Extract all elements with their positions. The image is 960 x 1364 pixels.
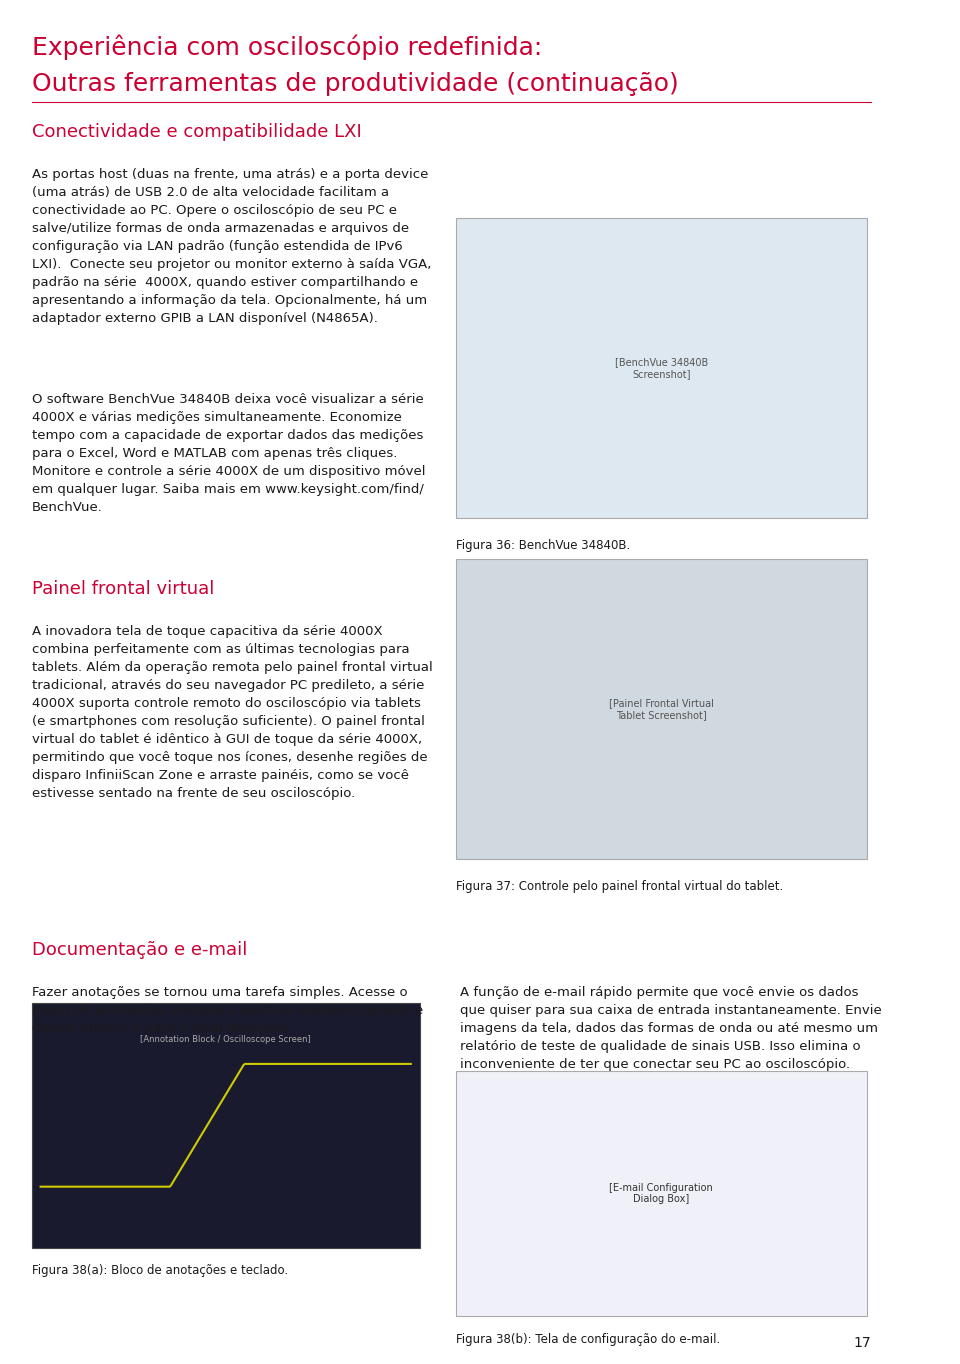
Text: Fazer anotações se tornou uma tarefa simples. Acesse o
menu de anotações, comece: Fazer anotações se tornou uma tarefa sim…	[32, 986, 422, 1035]
Bar	[456, 218, 867, 518]
Text: Figura 38(b): Tela de configuração do e-mail.: Figura 38(b): Tela de configuração do e-…	[456, 1333, 720, 1346]
Text: A função de e-mail rápido permite que você envie os dados
que quiser para sua ca: A função de e-mail rápido permite que vo…	[461, 986, 882, 1071]
Bar	[32, 1003, 420, 1248]
Text: A inovadora tela de toque capacitiva da série 4000X
combina perfeitamente com as: A inovadora tela de toque capacitiva da …	[32, 625, 432, 799]
Text: Outras ferramentas de produtividade (continuação): Outras ferramentas de produtividade (con…	[32, 72, 679, 97]
Text: [Painel Frontal Virtual
Tablet Screenshot]: [Painel Frontal Virtual Tablet Screensho…	[609, 698, 713, 720]
Text: Figura 38(a): Bloco de anotações e teclado.: Figura 38(a): Bloco de anotações e tecla…	[32, 1264, 288, 1278]
Text: Figura 36: BenchVue 34840B.: Figura 36: BenchVue 34840B.	[456, 539, 630, 552]
Text: Conectividade e compatibilidade LXI: Conectividade e compatibilidade LXI	[32, 123, 361, 140]
Text: Figura 37: Controle pelo painel frontal virtual do tablet.: Figura 37: Controle pelo painel frontal …	[456, 880, 783, 893]
Text: [E-mail Configuration
Dialog Box]: [E-mail Configuration Dialog Box]	[610, 1183, 713, 1204]
Text: As portas host (duas na frente, uma atrás) e a porta device
(uma atrás) de USB 2: As portas host (duas na frente, uma atrá…	[32, 168, 431, 325]
Text: Painel frontal virtual: Painel frontal virtual	[32, 580, 214, 597]
Text: Experiência com osciloscópio redefinida:: Experiência com osciloscópio redefinida:	[32, 34, 541, 60]
Text: O software BenchVue 34840B deixa você visualizar a série
4000X e várias medições: O software BenchVue 34840B deixa você vi…	[32, 393, 425, 514]
Bar	[456, 1071, 867, 1316]
Text: [BenchVue 34840B
Screenshot]: [BenchVue 34840B Screenshot]	[614, 357, 708, 379]
Bar	[456, 559, 867, 859]
Text: [Annotation Block / Oscilloscope Screen]: [Annotation Block / Oscilloscope Screen]	[140, 1035, 311, 1043]
Text: Documentação e e-mail: Documentação e e-mail	[32, 941, 247, 959]
Text: 17: 17	[853, 1337, 872, 1350]
